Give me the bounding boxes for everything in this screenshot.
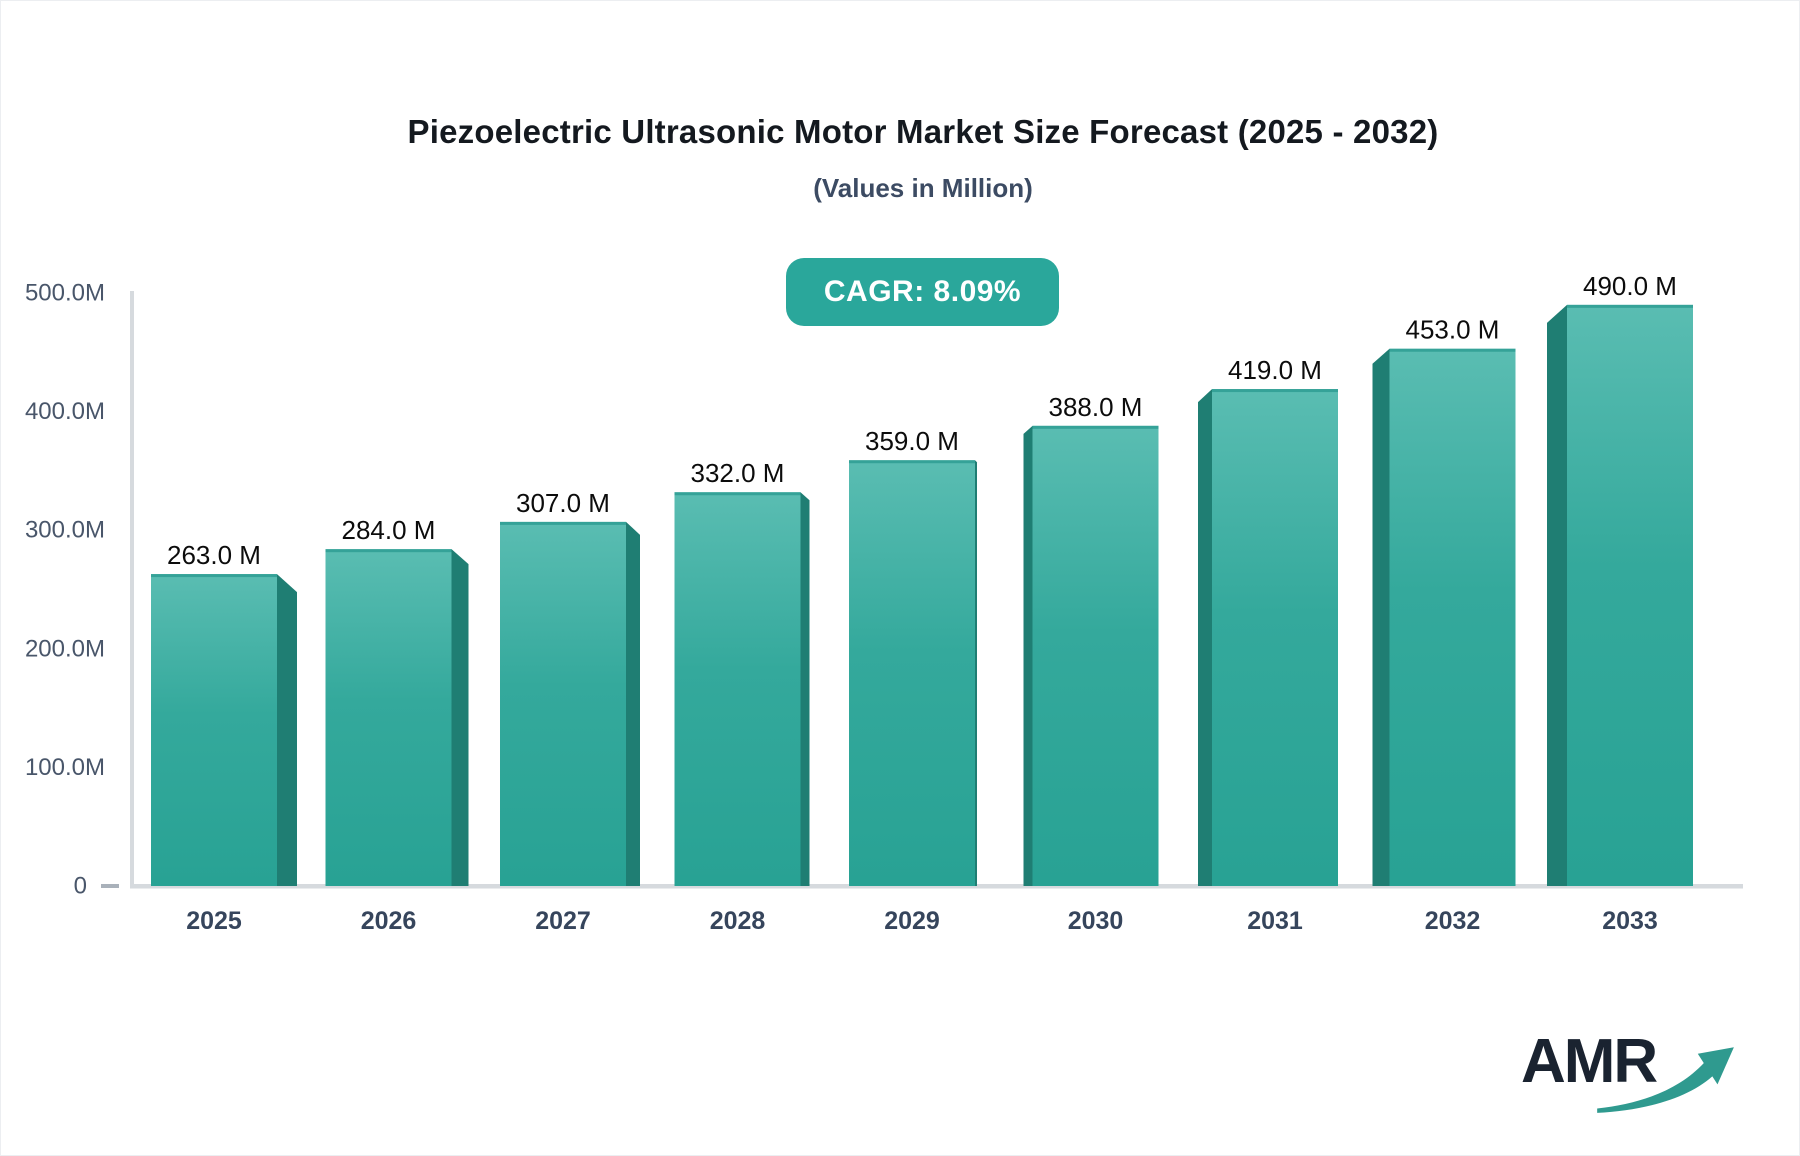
bar-value-label-2026: 284.0 M	[342, 515, 436, 545]
bar-value-label-2032: 453.0 M	[1406, 315, 1500, 345]
bar-value-label-2030: 388.0 M	[1049, 392, 1143, 422]
bar-side-2025	[277, 574, 297, 886]
bar-side-2032	[1372, 348, 1390, 886]
bar-value-label-2028: 332.0 M	[691, 458, 785, 488]
bar-value-label-2033: 490.0 M	[1583, 271, 1677, 301]
bar-value-label-2029: 359.0 M	[865, 426, 959, 456]
bar-top-edge-2026	[325, 549, 452, 553]
bar-2029	[849, 460, 975, 886]
bar-2027	[500, 521, 626, 886]
x-tick-label-2025: 2025	[186, 907, 242, 935]
x-tick-label-2031: 2031	[1247, 907, 1303, 935]
bar-value-label-2027: 307.0 M	[516, 488, 610, 518]
x-tick-label-2026: 2026	[361, 907, 417, 935]
brand-logo-text: AMR	[1521, 1027, 1658, 1096]
bar-top-edge-2031	[1212, 389, 1338, 393]
bar-top-edge-2033	[1567, 304, 1693, 308]
x-tick-label-2029: 2029	[884, 907, 940, 935]
bar-top-edge-2025	[151, 574, 277, 578]
brand-logo: AMR	[1521, 1031, 1751, 1131]
bar-top-edge-2032	[1389, 348, 1516, 352]
bar-side-2028	[800, 492, 810, 886]
bar-top-edge-2030	[1032, 425, 1159, 429]
cagr-badge: CAGR: 8.09%	[786, 258, 1059, 326]
bar-top-edge-2029	[849, 460, 975, 464]
chart-subtitle: (Values in Million)	[813, 173, 1033, 203]
zero-tick-dash	[101, 884, 119, 888]
bar-2033	[1567, 304, 1693, 886]
bar-2030	[1032, 425, 1159, 886]
bar-value-label-2031: 419.0 M	[1228, 355, 1322, 385]
bar-top-edge-2027	[500, 521, 626, 525]
x-tick-label-2032: 2032	[1425, 907, 1481, 935]
bar-top-edge-2028	[674, 492, 801, 496]
x-axis-line	[130, 884, 1743, 889]
bar-2025	[151, 574, 277, 886]
bar-value-label-2025: 263.0 M	[167, 540, 261, 570]
bar-2031	[1212, 389, 1338, 886]
bar-side-2027	[626, 521, 640, 886]
bar-2032	[1389, 348, 1516, 886]
x-tick-label-2033: 2033	[1602, 907, 1658, 935]
bar-side-2031	[1198, 389, 1212, 886]
bar-side-2026	[451, 549, 469, 886]
trend-up-arrow-icon	[1597, 1047, 1734, 1113]
y-tick-label: 300.0M	[25, 517, 105, 544]
x-tick-label-2027: 2027	[535, 907, 591, 935]
y-tick-label: 500.0M	[25, 280, 105, 307]
bar-side-2030	[1023, 425, 1033, 886]
y-tick-label: 200.0M	[25, 635, 105, 662]
bar-2026	[325, 549, 452, 886]
bar-side-2029	[975, 460, 977, 886]
y-tick-label: 400.0M	[25, 398, 105, 425]
bar-2028	[674, 492, 801, 886]
x-tick-label-2028: 2028	[710, 907, 766, 935]
chart-title: Piezoelectric Ultrasonic Motor Market Si…	[407, 113, 1439, 150]
x-tick-label-2030: 2030	[1068, 907, 1124, 935]
y-axis-line	[130, 291, 134, 888]
y-tick-label: 100.0M	[25, 754, 105, 781]
bar-side-2033	[1547, 304, 1567, 886]
y-tick-label: 0	[74, 873, 87, 900]
